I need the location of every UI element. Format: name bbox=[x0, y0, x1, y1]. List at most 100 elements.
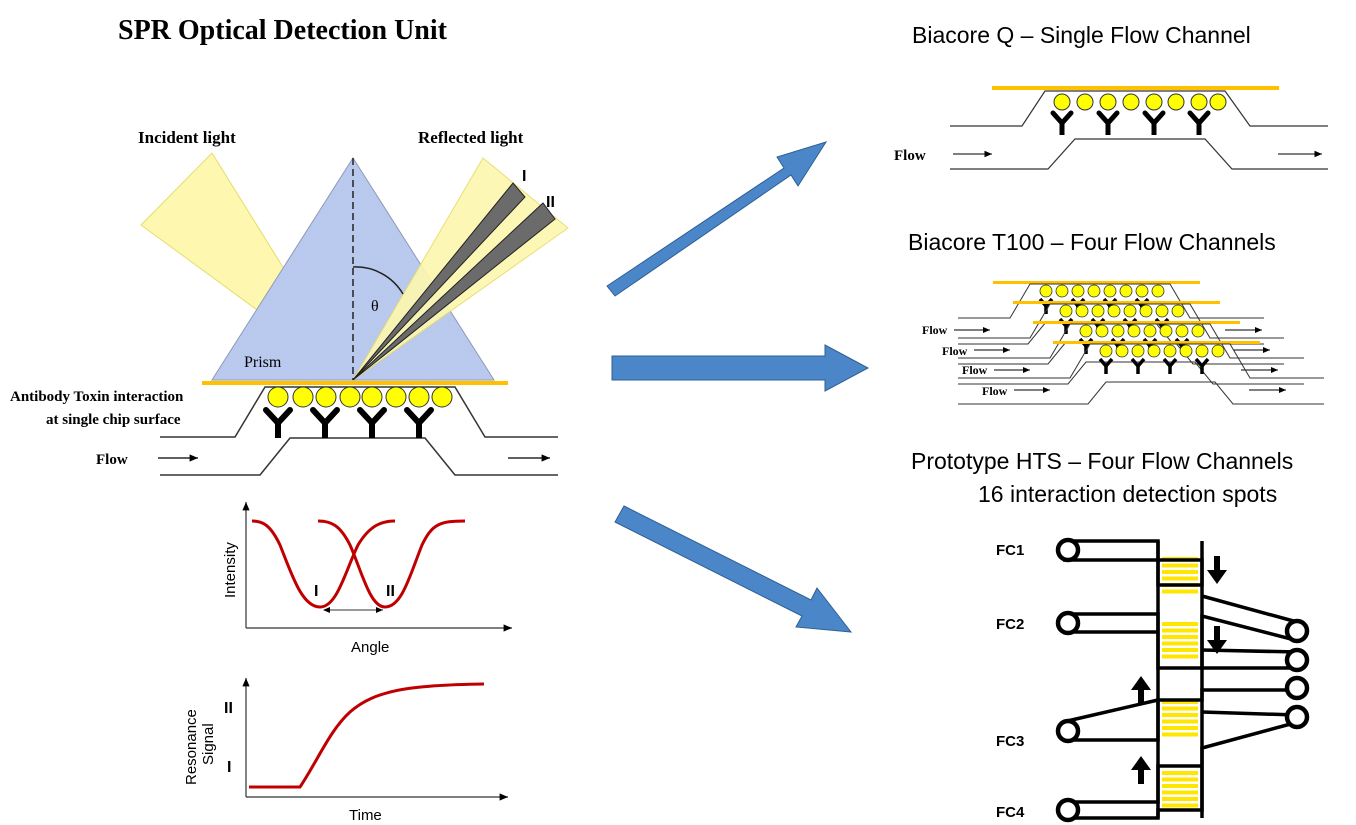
detection-spot-stripe bbox=[1162, 576, 1198, 581]
interaction-label-line1: Antibody Toxin interaction bbox=[10, 389, 184, 405]
detection-spot-stripe bbox=[1162, 589, 1198, 594]
fc2-label: FC2 bbox=[996, 616, 1024, 633]
gold-surface bbox=[1013, 301, 1220, 304]
t100-channel-stack bbox=[954, 281, 1324, 405]
incident-light-label: Incident light bbox=[138, 128, 236, 147]
toxin-ball bbox=[1115, 344, 1129, 358]
detection-spot-stripe bbox=[1162, 732, 1198, 737]
reflected-beam-II bbox=[352, 202, 556, 381]
flow-label: Flow bbox=[96, 452, 128, 468]
port-ring bbox=[1055, 718, 1081, 744]
toxin-ball bbox=[1055, 284, 1069, 298]
t100-flow-label-2: Flow bbox=[942, 344, 968, 358]
port-ring bbox=[1055, 537, 1081, 563]
tick-I-label: I bbox=[227, 759, 231, 776]
interaction-label-line2: at single chip surface bbox=[46, 412, 181, 428]
antibody-y-icon bbox=[404, 407, 434, 428]
toxin-ball bbox=[1147, 344, 1161, 358]
toxin-ball bbox=[1103, 284, 1117, 298]
detection-spot-stripe bbox=[1162, 570, 1198, 574]
biacore-q-flow-label: Flow bbox=[894, 148, 926, 164]
antibody-y-icon bbox=[263, 407, 293, 428]
toxin-ball bbox=[1151, 284, 1165, 298]
detection-spot-stripe bbox=[1162, 654, 1198, 659]
beam-II-label: II bbox=[546, 194, 555, 211]
biacore-t100-title: Biacore T100 – Four Flow Channels bbox=[908, 229, 1276, 255]
theta-arc bbox=[352, 266, 404, 295]
biacore-q-title: Biacore Q – Single Flow Channel bbox=[912, 22, 1251, 48]
biacore-q-channel-top bbox=[950, 90, 1328, 127]
toxin-ball bbox=[1135, 284, 1149, 298]
flow-arrow-up-1 bbox=[1131, 676, 1151, 704]
dip-II-label: II bbox=[386, 583, 395, 600]
detection-spot-stripe bbox=[1162, 635, 1198, 639]
toxin-ball bbox=[1087, 284, 1101, 298]
toxin-ball bbox=[1167, 93, 1185, 111]
prototype-hts-panel: Prototype HTS – Four Flow Channels 16 in… bbox=[911, 448, 1310, 823]
toxin-ball bbox=[1155, 304, 1169, 318]
flow-arrow-down-1 bbox=[1207, 556, 1227, 584]
toxin-ball bbox=[1179, 344, 1193, 358]
fc4-label: FC4 bbox=[996, 804, 1025, 821]
toxin-ball bbox=[361, 386, 383, 408]
toxin-ball bbox=[1119, 284, 1133, 298]
toxin-ball bbox=[1099, 344, 1113, 358]
channel-bottom bbox=[958, 321, 1264, 345]
detection-spot-stripe bbox=[1162, 719, 1198, 724]
antibody-y-icon bbox=[1096, 110, 1120, 127]
intensity-y-label: Intensity bbox=[222, 542, 239, 598]
detection-spot-stripe bbox=[1162, 771, 1198, 775]
toxin-ball bbox=[339, 386, 361, 408]
toxin-ball bbox=[431, 386, 453, 408]
detection-spot-stripe bbox=[1162, 622, 1198, 626]
dip-I-label: I bbox=[314, 583, 318, 600]
flow-channel-bottom bbox=[160, 437, 558, 476]
gold-surface bbox=[1053, 341, 1260, 344]
prism-panel: Incident light Reflected light I II θ Pr… bbox=[10, 128, 569, 476]
port-ring bbox=[1284, 704, 1310, 730]
detection-spot-stripe bbox=[1162, 713, 1198, 717]
port-ring bbox=[1284, 618, 1310, 644]
fc1-label: FC1 bbox=[996, 542, 1024, 559]
antibody-group bbox=[263, 386, 453, 438]
toxin-ball bbox=[1095, 324, 1109, 338]
toxin-ball bbox=[1039, 284, 1053, 298]
binding-curve bbox=[249, 682, 485, 789]
inlet-ports bbox=[1055, 537, 1310, 823]
flow-arrow-down-2 bbox=[1207, 626, 1227, 654]
detection-spot-stripe bbox=[1162, 803, 1198, 808]
t100-flow-label-4: Flow bbox=[982, 384, 1008, 398]
detection-spot-stripes bbox=[1162, 557, 1198, 808]
toxin-ball bbox=[1195, 344, 1209, 358]
detection-spot-stripe bbox=[1162, 700, 1198, 704]
channel-bottom bbox=[958, 381, 1324, 405]
port-ring bbox=[1284, 647, 1310, 673]
time-x-label: Time bbox=[349, 807, 382, 824]
detection-spot-stripe bbox=[1162, 706, 1198, 711]
prototype-hts-title-line2: 16 interaction detection spots bbox=[978, 481, 1277, 507]
sensorgram-plot: II I Resonance Signal Time bbox=[183, 678, 508, 824]
toxin-ball bbox=[1122, 93, 1140, 111]
toxin-ball bbox=[1075, 304, 1089, 318]
antibody-y-icon bbox=[1187, 110, 1211, 127]
toxin-ball bbox=[1099, 93, 1117, 111]
blue-arrows bbox=[606, 141, 870, 633]
biacore-q-channel-bottom bbox=[950, 138, 1328, 170]
channel-top bbox=[958, 343, 1324, 379]
detection-spot-stripe bbox=[1162, 797, 1198, 801]
toxin-ball bbox=[1111, 324, 1125, 338]
toxin-ball bbox=[1209, 93, 1227, 111]
toxin-ball bbox=[1091, 304, 1105, 318]
prototype-hts-title-line1: Prototype HTS – Four Flow Channels bbox=[911, 448, 1293, 474]
biacore-q-antibodies bbox=[1050, 93, 1227, 135]
toxin-ball bbox=[1131, 344, 1145, 358]
detection-spot-stripe bbox=[1162, 641, 1198, 646]
antibody-y-icon bbox=[310, 407, 340, 428]
toxin-ball bbox=[1143, 324, 1157, 338]
arrow-to-biacore-q bbox=[606, 141, 828, 297]
antibody-y-icon bbox=[357, 407, 387, 428]
toxin-ball bbox=[292, 386, 314, 408]
detection-spot-stripe bbox=[1162, 784, 1198, 788]
detection-spot-stripe bbox=[1162, 726, 1198, 730]
